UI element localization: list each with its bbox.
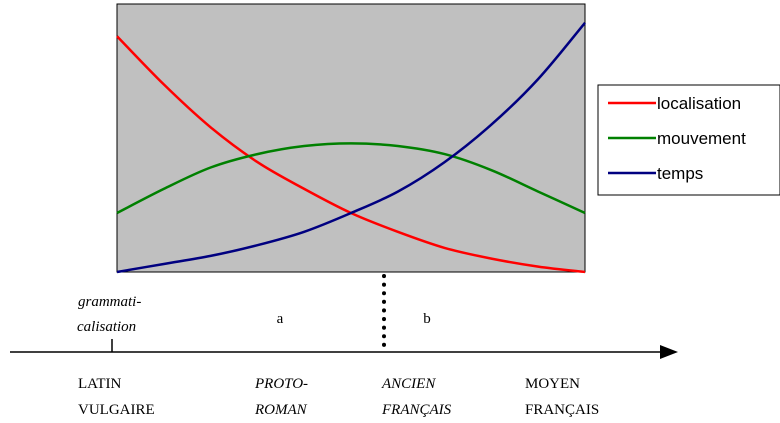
period-label-2: PROTO-ROMAN — [254, 376, 308, 418]
legend-label-temps: temps — [657, 164, 703, 183]
timeline: grammati- calisation a b LATIN VULGAIRE PR… — [10, 274, 678, 418]
region-b-label: b — [423, 311, 431, 327]
series-layer — [116, 21, 586, 274]
period-label-3: ANCIEN FRANÇAIS — [381, 376, 452, 418]
series-line-mouvement — [116, 142, 586, 215]
legend-label-mouvement: mouvement — [657, 129, 746, 148]
period-label-1: LATIN VULGAIRE — [78, 376, 155, 418]
legend: localisation mouvement temps — [597, 84, 780, 196]
timeline-arrowhead — [660, 345, 678, 359]
legend-label-localisation: localisation — [657, 94, 741, 113]
plot-area — [116, 3, 586, 273]
series-line-temps — [116, 21, 586, 274]
region-a-label: a — [277, 311, 284, 327]
grammaticalisation-label: grammati- calisation — [77, 294, 145, 335]
period-label-4: MOYEN FRANÇAIS — [525, 376, 599, 418]
